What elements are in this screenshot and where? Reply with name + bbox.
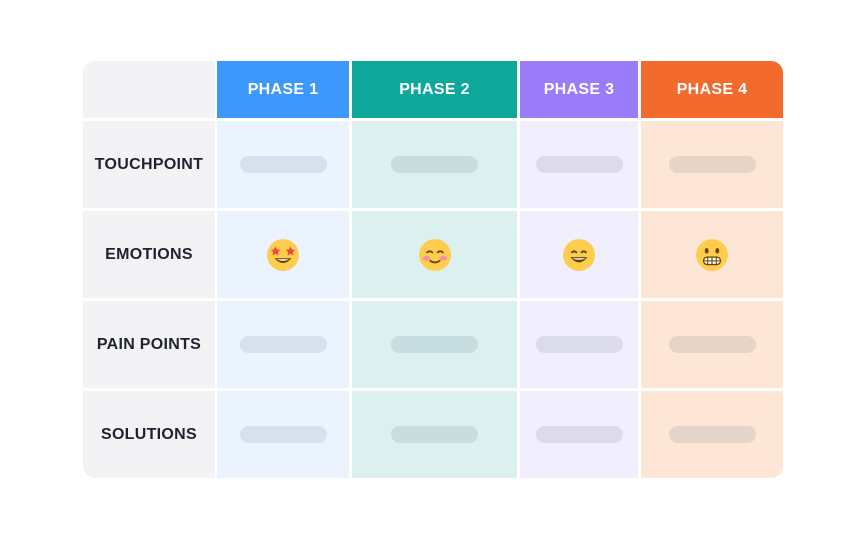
row-label: EMOTIONS — [83, 211, 215, 298]
body-cell — [520, 121, 638, 208]
placeholder-bar — [668, 336, 756, 353]
body-cell — [217, 391, 349, 478]
placeholder-bar — [535, 156, 623, 173]
placeholder-bar — [668, 156, 756, 173]
body-cell — [520, 391, 638, 478]
body-cell — [641, 211, 783, 298]
body-cell — [352, 121, 517, 208]
placeholder-bar — [391, 156, 478, 173]
corner-cell — [83, 61, 215, 118]
row-label: PAIN POINTS — [83, 301, 215, 388]
body-cell — [352, 211, 517, 298]
body-cell — [217, 301, 349, 388]
placeholder-bar — [239, 426, 327, 443]
body-cell — [641, 301, 783, 388]
phase-header: PHASE 3 — [520, 61, 638, 118]
placeholder-bar — [668, 426, 756, 443]
phase-header: PHASE 1 — [217, 61, 349, 118]
body-cell — [520, 211, 638, 298]
body-cell — [520, 301, 638, 388]
placeholder-bar — [239, 336, 327, 353]
emoji — [563, 238, 595, 271]
placeholder-bar — [391, 336, 478, 353]
placeholder-bar — [391, 426, 478, 443]
body-cell — [641, 391, 783, 478]
emoji — [267, 238, 299, 271]
emoji — [418, 238, 451, 271]
phase-header: PHASE 2 — [352, 61, 517, 118]
row-label: TOUCHPOINT — [83, 121, 215, 208]
body-cell — [217, 211, 349, 298]
emoji — [696, 238, 728, 271]
phase-header: PHASE 4 — [641, 61, 783, 118]
body-cell — [352, 391, 517, 478]
body-cell — [352, 301, 517, 388]
row-label: SOLUTIONS — [83, 391, 215, 478]
body-cell — [641, 121, 783, 208]
body-cell — [217, 121, 349, 208]
placeholder-bar — [535, 426, 623, 443]
placeholder-bar — [535, 336, 623, 353]
placeholder-bar — [239, 156, 327, 173]
